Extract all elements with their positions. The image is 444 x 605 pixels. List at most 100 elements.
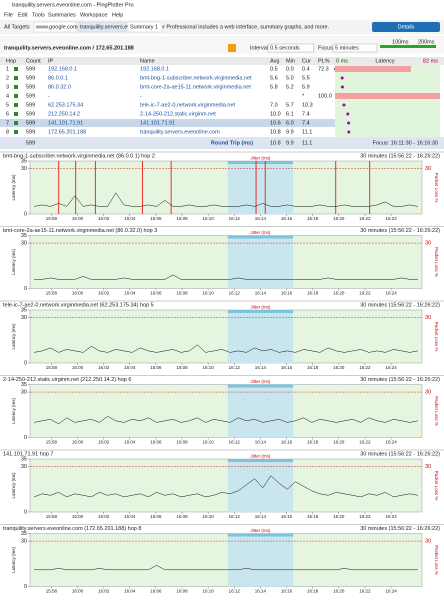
x-tick-label: 16:12 [229,514,241,519]
x-tick-label: 16:00 [72,440,84,445]
x-tick-label: 16:22 [359,589,371,594]
menu-item[interactable]: File [4,12,13,18]
cell: 5.0 [286,75,294,81]
jitter-label: Jitter (ms) [250,379,270,384]
cell: 6 [6,111,9,117]
window-title: tranquility.servers.eveonline.com - Ping… [12,2,134,8]
cell: tranquility.servers.eveonline.com [140,129,220,135]
y-tick-label: 0 [24,211,27,217]
x-tick-label: 16:16 [281,589,293,594]
hop-icon [14,103,18,107]
interval-value[interactable]: 0.5 seconds [270,45,300,51]
panel-range: 30 minutes (15:56:22 - 16:26:22) [360,302,440,308]
y2-tick-label: 30 [425,166,431,172]
cell: 7.0 [270,102,278,108]
column-header: Avg [270,58,279,64]
panel-title: tranquility.servers.eveonline.com (172.6… [3,526,141,532]
interval-label: Interval [250,45,268,51]
footer-label: Round Trip (ms) [211,140,253,146]
menu-item[interactable]: Help [112,12,123,18]
y-tick-label: 35 [21,531,27,537]
latency-dot [340,76,344,80]
y-tick-label: 35 [21,456,27,462]
focus-band-top [227,161,294,164]
x-tick-label: 16:02 [98,216,110,221]
latency-line [34,274,418,280]
cell: 100.0 [318,93,332,99]
x-tick-label: 16:16 [281,365,293,370]
menu-item[interactable]: Summaries [48,12,76,18]
x-tick-label: 16:16 [281,291,293,296]
hop-icon [14,130,18,134]
x-tick-label: 16:22 [359,514,371,519]
y2-tick-label: 30 [425,315,431,321]
cell: 599 [26,120,35,126]
x-tick-label: 16:06 [150,216,162,221]
cell: 5.5 [302,75,310,81]
x-tick-label: 16:12 [229,440,241,445]
scale-200: 200ms [418,39,435,45]
x-tick-label: 16:00 [72,365,84,370]
x-tick-label: 16:18 [307,216,319,221]
details-button[interactable] [372,22,440,32]
banner-text: PingPlotter Professional includes a web … [138,24,330,30]
x-tick-label: 16:00 [72,589,84,594]
menu-item[interactable]: Workspace [80,12,107,18]
details-label[interactable]: Details [398,24,415,30]
tab[interactable] [33,21,77,33]
cell: 599 [26,75,35,81]
y2-axis-label: Packet Loss % [434,173,439,203]
tab-label[interactable]: www.google.com [35,24,78,30]
target-name: tranquility.servers.eveonline.com / 172.… [4,45,134,51]
plot-bg [29,384,423,438]
menu-item[interactable]: Tools [32,12,45,18]
menu-item[interactable]: Edit [18,12,28,18]
x-tick-label: 16:04 [124,365,136,370]
cell: 212.250.14.2 [48,111,80,117]
x-tick-label: 16:00 [72,291,84,296]
x-tick-label: 16:06 [150,291,162,296]
cell: tele-ic-7-ae2-0.network.virginmedia.net [140,102,236,108]
x-tick-label: 16:02 [98,514,110,519]
x-tick-label: 16:14 [255,589,267,594]
hop-icon [14,94,18,98]
y2-axis-label: Packet Loss % [434,247,439,277]
x-tick-label: 16:16 [281,514,293,519]
y-axis-label: Latency (ms) [11,174,16,201]
x-tick-label: 16:10 [203,440,215,445]
loss-bar [335,93,440,99]
cell: 599 [26,111,35,117]
cell: 141.101.71.91 [140,120,175,126]
tab-label[interactable]: Summary 1 [130,24,158,30]
interval-select[interactable] [267,43,315,53]
cell: 141.101.71.91 [48,120,83,126]
tab-label[interactable]: tranquility.servers.eveonline.com [80,24,160,30]
panel-range: 30 minutes (15:56:22 - 16:26:22) [360,526,440,532]
tab[interactable] [127,21,163,33]
x-tick-label: 16:04 [124,216,136,221]
plot-bg [29,458,423,513]
tab-label[interactable]: All Targets [4,24,30,30]
cell: 7.4 [302,111,310,117]
focus-value[interactable]: 5 minutes [335,45,359,51]
x-tick-label: 16:24 [385,365,397,370]
column-header: Min [286,58,295,64]
cell: 192.168.0.1 [48,66,77,72]
y2-tick-label: 30 [425,539,431,545]
tab[interactable] [77,21,127,33]
focus-select[interactable] [332,43,378,53]
cell: - [140,93,142,99]
cell: 5.6 [270,75,278,81]
x-tick-label: 16:18 [307,365,319,370]
pause-button[interactable] [228,44,236,52]
x-tick-label: 16:18 [307,589,319,594]
cell: 7 [6,120,9,126]
y-tick-label: 0 [24,509,27,515]
focus-band [227,235,294,289]
cell: 599 [26,84,35,90]
plot-bg [29,309,423,364]
y-axis-label: Latency (ms) [11,397,16,424]
x-tick-label: 16:14 [255,291,267,296]
cell: * [302,93,305,99]
panel-range: 30 minutes (15:56:22 - 16:26:22) [360,153,440,159]
